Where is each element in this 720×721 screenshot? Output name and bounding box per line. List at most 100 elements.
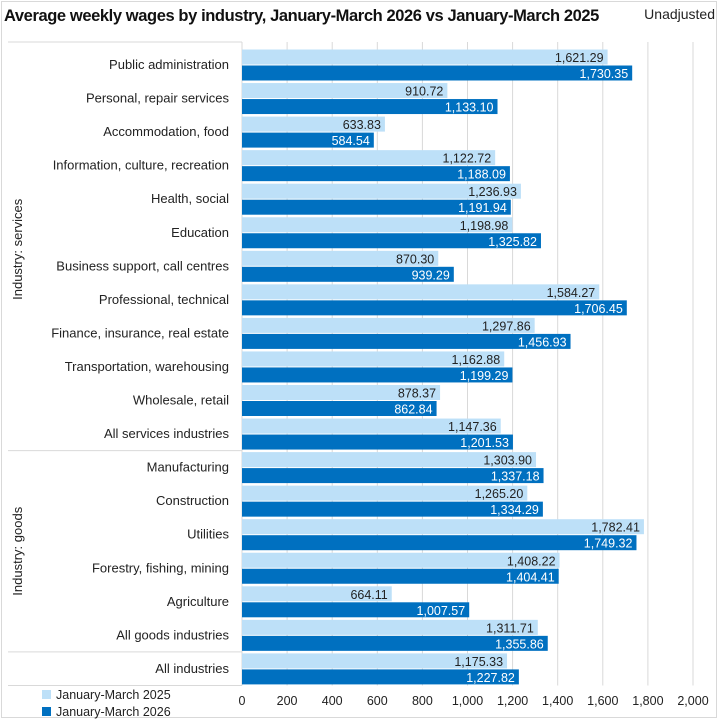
category-label: Wholesale, retail [133, 393, 229, 408]
legend-item-2025: January-March 2025 [42, 686, 171, 703]
category-label: All industries [155, 661, 229, 676]
data-label-2026: 1,404.41 [506, 570, 555, 584]
x-tick-label: 0 [239, 694, 246, 708]
bar-2026 [242, 199, 511, 215]
bar-2026 [242, 99, 498, 115]
bar-2025 [242, 351, 505, 367]
data-label-2025: 1,782.41 [591, 521, 640, 535]
x-tick-label: 800 [412, 694, 433, 708]
data-label-2025: 1,311.71 [486, 621, 534, 635]
bar-2025 [242, 150, 496, 166]
bar-2026 [242, 266, 454, 282]
x-tick-label: 1,000 [452, 694, 483, 708]
bar-2025 [242, 485, 528, 501]
data-label-2026: 1,749.32 [584, 537, 633, 551]
data-label-2026: 584.54 [332, 134, 370, 148]
data-label-2025: 1,265.20 [475, 487, 524, 501]
category-label: Manufacturing [147, 460, 229, 475]
data-label-2026: 1,201.53 [460, 436, 509, 450]
data-label-2026: 1,334.29 [490, 503, 539, 517]
x-tick-label: 1,200 [497, 694, 528, 708]
data-label-2026: 1,706.45 [574, 302, 623, 316]
bar-2025 [242, 284, 600, 300]
category-label: Finance, insurance, real estate [51, 325, 229, 340]
bar-2025 [242, 385, 441, 400]
data-label-2025: 1,162.88 [452, 353, 501, 367]
data-label-2025: 1,122.72 [443, 152, 492, 166]
bar-2026 [242, 635, 548, 651]
data-label-2025: 1,408.22 [507, 554, 556, 568]
bar-2025 [242, 116, 385, 132]
data-label-2025: 910.72 [405, 85, 443, 99]
bar-2026 [242, 669, 519, 685]
bar-2025 [242, 83, 448, 99]
data-label-2026: 1,191.94 [458, 201, 507, 215]
bar-2026 [242, 401, 437, 416]
data-label-2025: 633.83 [343, 118, 381, 132]
bar-2025 [242, 418, 501, 434]
category-label: Business support, call centres [56, 258, 229, 273]
data-label-2026: 1,730.35 [580, 67, 629, 81]
bar-2026 [242, 535, 637, 551]
legend-item-2026: January-March 2026 [42, 703, 171, 720]
bar-2026 [242, 568, 559, 584]
category-label: Accommodation, food [103, 124, 229, 139]
legend-label-2025: January-March 2025 [56, 687, 171, 702]
adjustment-label: Unadjusted [644, 6, 715, 22]
legend-label-2026: January-March 2026 [56, 704, 171, 719]
category-label: Utilities [187, 527, 229, 542]
data-label-2026: 1,133.10 [445, 101, 494, 115]
category-label: Forestry, fishing, mining [92, 560, 229, 575]
bar-2026 [242, 367, 513, 383]
x-tick-label: 1,600 [587, 694, 618, 708]
category-label: Construction [156, 493, 229, 508]
bar-2025 [242, 250, 439, 266]
bar-2026 [242, 65, 633, 81]
data-label-2025: 878.37 [398, 387, 436, 401]
bar-2025 [242, 452, 537, 468]
x-tick-label: 2,000 [677, 694, 708, 708]
data-label-2026: 1,007.57 [417, 604, 466, 618]
data-label-2025: 1,303.90 [483, 454, 532, 468]
bar-2025 [242, 519, 644, 535]
data-label-2026: 939.29 [412, 268, 450, 282]
category-label: Health, social [151, 191, 229, 206]
data-label-2025: 1,584.27 [547, 286, 596, 300]
bar-2025 [242, 317, 535, 333]
group-label: Industry: goods [10, 506, 25, 595]
category-label: All services industries [104, 426, 229, 441]
legend: January-March 2025 January-March 2026 [42, 686, 171, 720]
category-label: Information, culture, recreation [53, 158, 229, 173]
category-label: Public administration [109, 57, 229, 72]
bar-2025 [242, 49, 608, 65]
x-tick-label: 400 [322, 694, 343, 708]
data-label-2025: 870.30 [396, 252, 434, 266]
data-label-2025: 664.11 [350, 588, 387, 602]
bar-2025 [242, 653, 508, 669]
data-label-2026: 1,456.93 [518, 335, 567, 349]
category-label: All goods industries [116, 627, 229, 642]
category-label: Education [171, 225, 229, 240]
legend-swatch-2026 [42, 707, 51, 716]
data-label-2026: 1,199.29 [460, 369, 509, 383]
bar-2026 [242, 233, 541, 249]
bar-2026 [242, 434, 513, 450]
data-label-2025: 1,621.29 [555, 51, 604, 65]
group-label: Industry: services [10, 198, 25, 300]
data-label-2025: 1,198.98 [460, 219, 509, 233]
bar-2026 [242, 300, 627, 316]
x-tick-label: 1,800 [632, 694, 663, 708]
data-label-2026: 1,188.09 [457, 168, 506, 182]
bar-2026 [242, 501, 543, 517]
chart-title: Average weekly wages by industry, Januar… [4, 7, 599, 25]
category-label: Agriculture [167, 594, 229, 609]
bar-2025 [242, 217, 513, 233]
x-tick-label: 1,400 [542, 694, 573, 708]
legend-swatch-2025 [42, 690, 51, 699]
data-label-2025: 1,147.36 [448, 420, 497, 434]
bar-2026 [242, 132, 374, 148]
bar-2026 [242, 602, 470, 618]
x-tick-label: 200 [277, 694, 298, 708]
